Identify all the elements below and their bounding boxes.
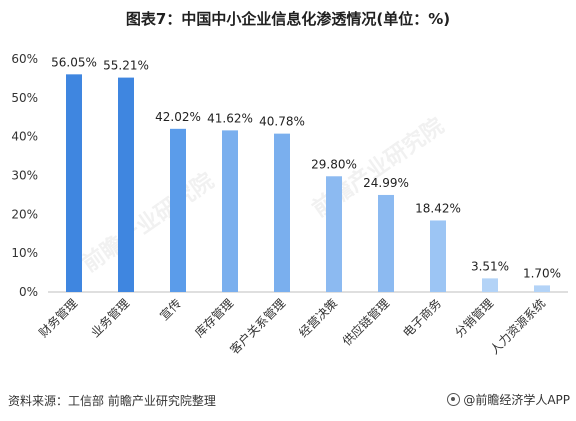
y-tick-label: 0% bbox=[19, 285, 38, 299]
data-label: 3.51% bbox=[471, 259, 509, 273]
source-note: 资料来源：工信部 前瞻产业研究院整理 bbox=[8, 394, 216, 408]
data-label: 42.02% bbox=[155, 110, 201, 124]
x-tick-label: 经营决策 bbox=[296, 296, 340, 340]
y-tick-label: 10% bbox=[11, 246, 38, 260]
bar bbox=[482, 278, 498, 292]
y-tick-label: 60% bbox=[11, 52, 38, 66]
chart-title: 图表7：中国中小企业信息化渗透情况(单位：%) bbox=[125, 10, 451, 28]
bar bbox=[274, 133, 290, 292]
brand-label: @前瞻经济学人APP bbox=[447, 391, 570, 408]
data-label: 55.21% bbox=[103, 59, 149, 73]
data-label: 1.70% bbox=[523, 266, 561, 280]
x-tick-label: 供应链管理 bbox=[339, 296, 392, 349]
bar bbox=[378, 194, 394, 292]
data-label: 40.78% bbox=[259, 115, 305, 129]
bar bbox=[170, 128, 186, 292]
x-tick-label: 业务管理 bbox=[88, 296, 133, 341]
y-tick-label: 40% bbox=[11, 130, 38, 144]
data-label: 56.05% bbox=[51, 55, 97, 69]
bar bbox=[66, 74, 82, 292]
x-tick-label: 财务管理 bbox=[36, 296, 81, 341]
bar bbox=[534, 285, 550, 292]
brand-text: @前瞻经济学人APP bbox=[463, 393, 570, 407]
bar bbox=[326, 176, 342, 292]
x-tick-label: 人力资源系统 bbox=[487, 296, 548, 357]
bar bbox=[430, 220, 446, 292]
x-tick-label: 电子商务 bbox=[400, 296, 445, 341]
y-tick-label: 20% bbox=[11, 207, 38, 221]
y-tick-label: 50% bbox=[11, 91, 38, 105]
bar bbox=[222, 130, 238, 292]
x-tick-label: 客户关系管理 bbox=[227, 296, 289, 358]
x-tick-label: 宣传 bbox=[157, 296, 185, 324]
data-label: 41.62% bbox=[207, 111, 253, 125]
y-tick-label: 30% bbox=[11, 169, 38, 183]
bar bbox=[118, 77, 134, 292]
x-tick-label: 库存管理 bbox=[192, 296, 237, 341]
x-tick-label: 分销管理 bbox=[452, 296, 497, 341]
brand-logo-icon bbox=[447, 393, 461, 406]
data-label: 29.80% bbox=[311, 157, 357, 171]
data-label: 24.99% bbox=[363, 176, 409, 190]
data-label: 18.42% bbox=[415, 201, 461, 215]
